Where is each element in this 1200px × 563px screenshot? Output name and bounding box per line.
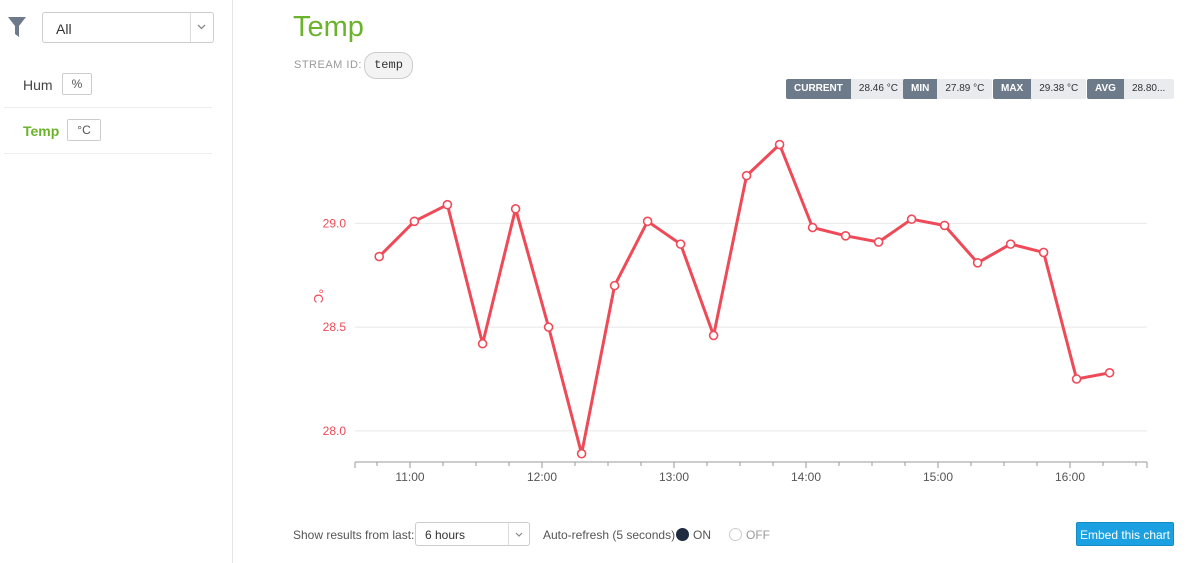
data-point (807, 222, 818, 233)
x-tick-label: 16:00 (1055, 470, 1085, 484)
data-point (642, 216, 653, 227)
data-point (1104, 367, 1115, 378)
stat-current: CURRENT 28.46 °C (786, 79, 906, 99)
auto-refresh-on-radio[interactable] (676, 528, 689, 541)
sidebar-item-hum[interactable]: Hum % (4, 62, 212, 108)
auto-refresh-on-label[interactable]: ON (693, 528, 711, 542)
data-point (374, 251, 384, 262)
stream-unit-badge: % (62, 73, 92, 95)
time-range-value: 6 hours (425, 528, 466, 542)
data-point (972, 258, 983, 268)
data-point (1038, 247, 1049, 258)
data-point (906, 214, 917, 225)
y-tick-label: 28.5 (323, 320, 347, 334)
stat-value: 29.38 °C (1031, 79, 1087, 99)
stat-max: MAX 29.38 °C (993, 79, 1087, 99)
show-results-label: Show results from last: (293, 528, 415, 542)
stat-key: MIN (903, 79, 938, 99)
x-tick-label: 14:00 (791, 470, 821, 484)
stream-name: Temp (23, 123, 60, 139)
stat-key: AVG (1087, 79, 1124, 99)
data-point (840, 231, 851, 241)
series-line (378, 143, 1110, 456)
data-point (510, 204, 521, 214)
stat-key: MAX (993, 79, 1032, 99)
y-tick-label: 28.0 (323, 424, 347, 438)
sidebar: All Hum % Temp °C (0, 0, 233, 563)
y-axis-label: °C (311, 289, 326, 304)
temperature-line-chart: 28.0 28.5 29.0 °C 11:00 12:00 13:00 14:00 15:00 1… (311, 139, 1148, 484)
stream-name: Hum (23, 77, 53, 93)
data-point (609, 280, 620, 291)
auto-refresh-off-label[interactable]: OFF (746, 528, 770, 542)
embed-chart-button[interactable]: Embed this chart (1076, 522, 1174, 546)
page-title: Temp (293, 11, 364, 43)
time-range-select[interactable]: 6 hours (415, 522, 530, 546)
x-tick-label: 11:00 (395, 470, 424, 484)
data-point (939, 220, 950, 231)
data-point (543, 322, 554, 332)
y-tick-label: 29.0 (323, 216, 347, 230)
auto-refresh-off-radio[interactable] (729, 528, 742, 541)
stat-key: CURRENT (786, 79, 851, 99)
stream-id-chip: temp (364, 52, 413, 79)
x-tick-label: 13:00 (659, 470, 689, 484)
data-point (409, 216, 420, 227)
data-point (1071, 374, 1082, 384)
data-point (576, 448, 587, 459)
stat-value: 28.46 °C (850, 79, 906, 99)
auto-refresh-label: Auto-refresh (5 seconds) (543, 528, 676, 542)
data-point (442, 199, 453, 210)
data-point (873, 237, 884, 247)
stream-id-label: STREAM ID: (294, 59, 362, 71)
stat-avg: AVG 28.80... (1087, 79, 1174, 99)
stream-unit-badge: °C (67, 119, 101, 141)
stream-filter-value: All (56, 21, 72, 37)
x-tick-label: 15:00 (923, 470, 953, 484)
stream-filter-select[interactable]: All (42, 12, 214, 43)
data-point (708, 330, 719, 341)
filter-funnel-icon[interactable] (8, 17, 26, 37)
data-point (1005, 239, 1016, 249)
sidebar-item-temp[interactable]: Temp °C (4, 108, 212, 154)
stat-value: 28.80... (1123, 79, 1174, 99)
data-point (675, 239, 686, 249)
chevron-down-icon[interactable] (190, 13, 213, 42)
data-point (477, 338, 488, 349)
stat-min: MIN 27.89 °C (903, 79, 993, 99)
data-point (741, 170, 752, 181)
chevron-down-icon[interactable] (508, 523, 529, 545)
x-tick-label: 12:00 (527, 470, 557, 484)
data-point (774, 139, 785, 150)
stat-value: 27.89 °C (937, 79, 993, 99)
